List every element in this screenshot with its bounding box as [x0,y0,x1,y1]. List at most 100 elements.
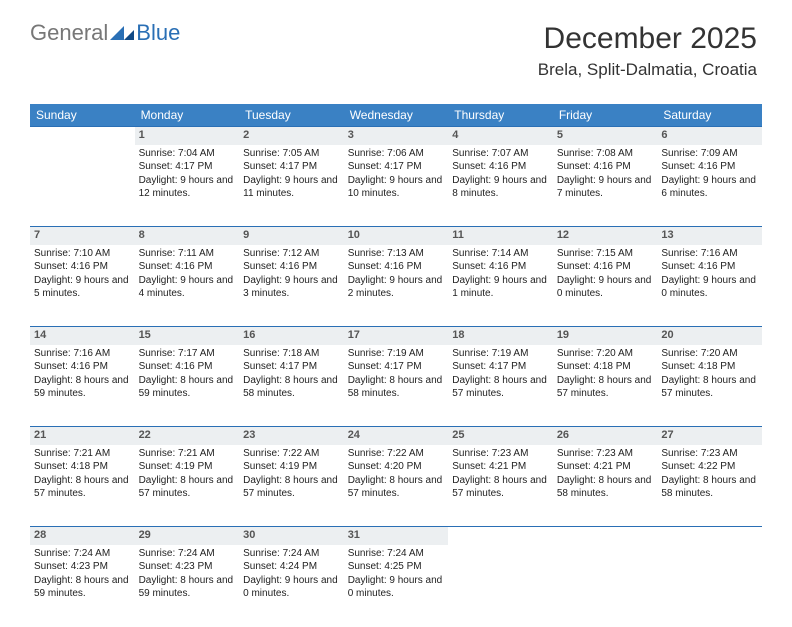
sunset-line: Sunset: 4:25 PM [348,561,422,572]
daylight-line: Daylight: 8 hours and 57 minutes. [452,475,547,500]
header-right: December 2025 Brela, Split-Dalmatia, Cro… [538,22,757,80]
weekday-header: Friday [553,104,658,127]
day-content-cell: Sunrise: 7:22 AMSunset: 4:20 PMDaylight:… [344,445,449,527]
sunset-line: Sunset: 4:24 PM [243,561,317,572]
daylight-line: Daylight: 8 hours and 57 minutes. [452,375,547,400]
sunrise-line: Sunrise: 7:23 AM [661,448,737,459]
sunrise-line: Sunrise: 7:18 AM [243,348,319,359]
logo-text-general: General [30,20,108,46]
day-number-cell [553,527,658,545]
sunset-line: Sunset: 4:16 PM [661,261,735,272]
sunrise-line: Sunrise: 7:24 AM [348,548,424,559]
day-number-cell: 16 [239,327,344,345]
sunrise-line: Sunrise: 7:17 AM [139,348,215,359]
day-number-cell: 6 [657,127,762,145]
day-content-cell [553,545,658,627]
day-number-cell [30,127,135,145]
daylight-line: Daylight: 9 hours and 8 minutes. [452,175,547,200]
logo-triangle-icon [110,22,138,44]
weekday-header: Saturday [657,104,762,127]
day-number-row: 14151617181920 [30,327,762,345]
day-content-row: Sunrise: 7:10 AM Sunset: 4:16 PM Daylight:… [30,245,762,327]
sunrise-line: Sunrise: 7:19 AM [452,348,528,359]
sunset-line: Sunset: 4:16 PM [452,161,526,172]
day-number-cell: 10 [344,227,449,245]
sunrise-line: Sunrise: 7:19 AM [348,348,424,359]
sunset-line: Sunset: 4:19 PM [243,461,317,472]
daylight-line: Daylight: 8 hours and 57 minutes. [661,375,756,400]
sunset-line: Sunset: 4:17 PM [348,361,422,372]
day-number-cell: 27 [657,427,762,445]
sunrise-line: Sunrise: 7:21 AM [34,448,110,459]
sunrise-line: Sunrise: 7:24 AM [139,548,215,559]
day-content-cell: Sunrise: 7:05 AMSunset: 4:17 PMDaylight:… [239,145,344,227]
day-number-cell: 4 [448,127,553,145]
day-content-cell: Sunrise: 7:21 AMSunset: 4:19 PMDaylight:… [135,445,240,527]
sunrise-line: Sunrise: 7:10 AM [34,248,110,259]
calendar-table: SundayMondayTuesdayWednesdayThursdayFrid… [30,104,762,627]
sunset-line: Sunset: 4:16 PM [557,261,631,272]
day-content-cell: Sunrise: 7:20 AMSunset: 4:18 PMDaylight:… [657,345,762,427]
day-number-cell: 23 [239,427,344,445]
day-number-cell: 1 [135,127,240,145]
sunrise-line: Sunrise: 7:24 AM [243,548,319,559]
sunset-line: Sunset: 4:16 PM [139,261,213,272]
daylight-line: Daylight: 9 hours and 1 minute. [452,275,547,300]
sunrise-line: Sunrise: 7:11 AM [139,248,214,259]
logo: General Blue [30,20,180,46]
sunrise-line: Sunrise: 7:04 AM [139,148,215,159]
sunset-line: Sunset: 4:18 PM [661,361,735,372]
day-content-cell: Sunrise: 7:18 AMSunset: 4:17 PMDaylight:… [239,345,344,427]
day-number-cell: 25 [448,427,553,445]
sunrise-line: Sunrise: 7:15 AM [557,248,633,259]
sunset-line: Sunset: 4:17 PM [243,361,317,372]
day-content-cell: Sunrise: 7:21 AMSunset: 4:18 PMDaylight:… [30,445,135,527]
day-content-cell: Sunrise: 7:24 AMSunset: 4:23 PMDaylight:… [135,545,240,627]
sunset-line: Sunset: 4:17 PM [139,161,213,172]
weekday-header: Thursday [448,104,553,127]
day-content-cell: Sunrise: 7:24 AMSunset: 4:25 PMDaylight:… [344,545,449,627]
sunrise-line: Sunrise: 7:12 AM [243,248,319,259]
sunset-line: Sunset: 4:16 PM [243,261,317,272]
day-number-cell: 13 [657,227,762,245]
sunset-line: Sunset: 4:17 PM [452,361,526,372]
sunset-line: Sunset: 4:16 PM [348,261,422,272]
sunrise-line: Sunrise: 7:05 AM [243,148,319,159]
day-number-cell: 28 [30,527,135,545]
sunrise-line: Sunrise: 7:06 AM [348,148,424,159]
sunset-line: Sunset: 4:16 PM [139,361,213,372]
sunrise-line: Sunrise: 7:22 AM [243,448,319,459]
sunrise-line: Sunrise: 7:24 AM [34,548,110,559]
daylight-line: Daylight: 8 hours and 58 minutes. [661,475,756,500]
location-text: Brela, Split-Dalmatia, Croatia [538,60,757,80]
day-content-cell: Sunrise: 7:09 AMSunset: 4:16 PMDaylight:… [657,145,762,227]
day-content-cell: Sunrise: 7:23 AMSunset: 4:21 PMDaylight:… [553,445,658,527]
day-number-row: 28293031 [30,527,762,545]
daylight-line: Daylight: 9 hours and 12 minutes. [139,175,234,200]
day-content-cell: Sunrise: 7:19 AM Sunset: 4:17 PM Daylight:… [344,345,449,427]
sunrise-line: Sunrise: 7:20 AM [557,348,633,359]
day-content-cell: Sunrise: 7:11 AM Sunset: 4:16 PM Daylight:… [135,245,240,327]
day-content-cell: Sunrise: 7:24 AMSunset: 4:23 PMDaylight:… [30,545,135,627]
daylight-line: Daylight: 9 hours and 3 minutes. [243,275,338,300]
sunrise-line: Sunrise: 7:13 AM [348,248,424,259]
daylight-line: Daylight: 9 hours and 7 minutes. [557,175,652,200]
daylight-line: Daylight: 9 hours and 4 minutes. [139,275,234,300]
daylight-line: Daylight: 8 hours and 59 minutes. [34,575,129,600]
day-content-cell: Sunrise: 7:23 AMSunset: 4:22 PMDaylight:… [657,445,762,527]
sunset-line: Sunset: 4:21 PM [557,461,631,472]
day-content-cell: Sunrise: 7:04 AM Sunset: 4:17 PM Daylight:… [135,145,240,227]
day-content-cell [657,545,762,627]
day-number-cell: 12 [553,227,658,245]
day-number-cell: 22 [135,427,240,445]
daylight-line: Daylight: 8 hours and 58 minutes. [348,375,443,400]
sunset-line: Sunset: 4:16 PM [34,361,108,372]
day-number-cell: 29 [135,527,240,545]
day-number-cell: 20 [657,327,762,345]
day-content-cell [30,145,135,227]
sunset-line: Sunset: 4:18 PM [34,461,108,472]
day-content-row: Sunrise: 7:04 AM Sunset: 4:17 PM Daylight:… [30,145,762,227]
sunset-line: Sunset: 4:16 PM [34,261,108,272]
day-number-cell: 24 [344,427,449,445]
daylight-line: Daylight: 8 hours and 57 minutes. [348,475,443,500]
